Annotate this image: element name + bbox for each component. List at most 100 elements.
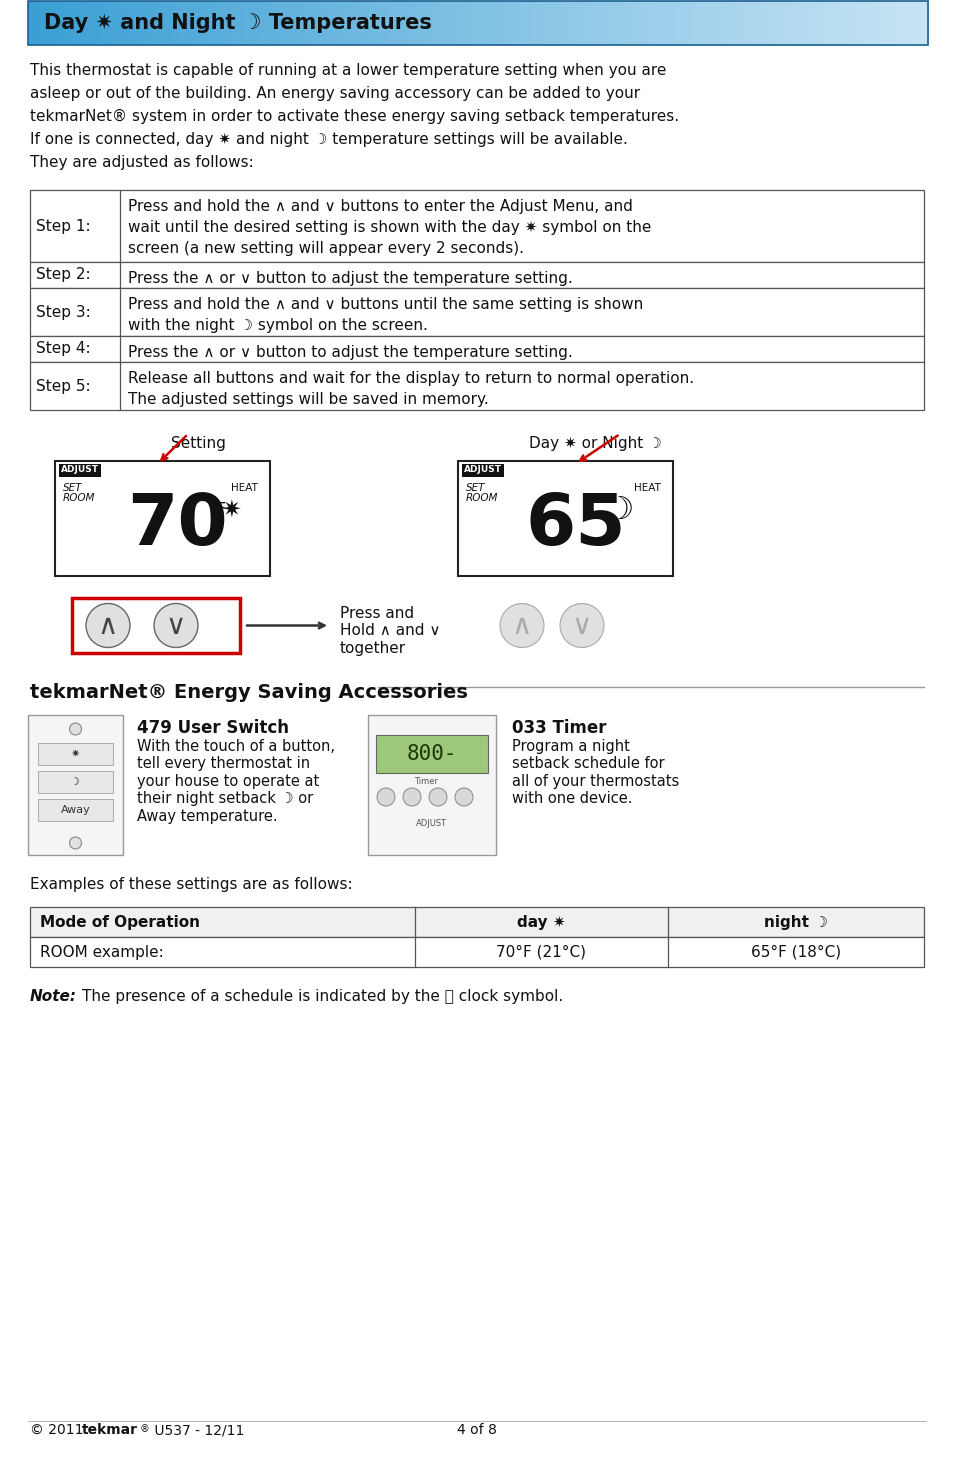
Bar [735, 1, 740, 46]
Bar [621, 1, 625, 46]
Bar [433, 1, 436, 46]
Bar [271, 1, 274, 46]
Bar [501, 1, 505, 46]
Text: Press the ∧ or ∨ button to adjust the temperature setting.: Press the ∧ or ∨ button to adjust the te… [128, 345, 572, 360]
Bar [343, 1, 347, 46]
Bar [370, 1, 374, 46]
Bar [121, 1, 125, 46]
Bar [399, 1, 403, 46]
Text: 70: 70 [127, 491, 228, 560]
Bar [174, 1, 179, 46]
Bar [553, 1, 557, 46]
Bar [34, 1, 38, 46]
Bar [297, 1, 302, 46]
Bar [461, 465, 503, 476]
Bar [655, 1, 659, 46]
Bar [250, 1, 253, 46]
Bar [651, 1, 656, 46]
Bar [38, 771, 112, 794]
Text: U537 - 12/11: U537 - 12/11 [150, 1423, 244, 1437]
Bar [768, 1, 772, 46]
Bar [187, 1, 191, 46]
Bar [211, 1, 214, 46]
Bar [765, 1, 769, 46]
Text: HEAT: HEAT [634, 482, 660, 493]
Text: Program a night
setback schedule for
all of your thermostats
with one device.: Program a night setback schedule for all… [512, 739, 679, 807]
Bar [258, 1, 263, 46]
Bar [864, 1, 868, 46]
Bar [885, 1, 889, 46]
Bar [412, 1, 416, 46]
Bar [226, 1, 230, 46]
Bar [511, 1, 515, 46]
Text: 70°F (21°C): 70°F (21°C) [496, 944, 586, 960]
Bar [726, 1, 730, 46]
Bar [592, 1, 596, 46]
Bar [283, 1, 287, 46]
Bar [519, 1, 523, 46]
Bar [64, 1, 68, 46]
Bar [118, 1, 122, 46]
Bar [38, 743, 112, 766]
Bar [262, 1, 266, 46]
Text: ROOM example:: ROOM example: [40, 944, 164, 960]
Bar [690, 1, 695, 46]
Bar [30, 361, 923, 410]
Text: 800-: 800- [406, 743, 456, 764]
Bar [849, 1, 853, 46]
Bar [804, 1, 808, 46]
Bar [193, 1, 196, 46]
Text: tekmar: tekmar [82, 1423, 138, 1437]
Circle shape [429, 788, 447, 805]
Bar [373, 1, 376, 46]
Bar [616, 1, 619, 46]
Bar [310, 1, 314, 46]
Bar [409, 1, 413, 46]
Bar [514, 1, 517, 46]
Bar [522, 1, 526, 46]
Bar [208, 1, 212, 46]
Bar [52, 1, 56, 46]
Text: Examples of these settings are as follows:: Examples of these settings are as follow… [30, 878, 353, 892]
Text: This thermostat is capable of running at a lower temperature setting when you ar: This thermostat is capable of running at… [30, 63, 666, 78]
Bar [28, 1, 927, 46]
Text: Timer: Timer [414, 777, 437, 786]
Bar [244, 1, 248, 46]
Bar [799, 1, 802, 46]
Bar [136, 1, 140, 46]
Bar [97, 1, 101, 46]
Bar [493, 1, 497, 46]
Bar [666, 1, 670, 46]
Bar [73, 1, 77, 46]
Bar [532, 1, 536, 46]
Bar [843, 1, 847, 46]
Bar [59, 465, 101, 476]
Bar [157, 1, 161, 46]
Bar [813, 1, 817, 46]
Bar [900, 1, 904, 46]
Text: ADJUST: ADJUST [416, 819, 447, 827]
Bar [888, 1, 892, 46]
Bar [672, 1, 677, 46]
Text: ☽: ☽ [71, 777, 80, 788]
Bar [658, 1, 661, 46]
Bar [436, 1, 439, 46]
Bar [280, 1, 284, 46]
Bar [247, 1, 251, 46]
Bar [702, 1, 706, 46]
Bar [747, 1, 751, 46]
Bar [879, 1, 883, 46]
Bar [153, 1, 158, 46]
Bar [423, 1, 428, 46]
Bar [79, 1, 83, 46]
Bar [739, 1, 742, 46]
Bar [115, 1, 119, 46]
Bar [891, 1, 895, 46]
Bar [600, 1, 604, 46]
Bar [325, 1, 329, 46]
Text: Step 2:: Step 2: [36, 267, 91, 283]
Bar [903, 1, 907, 46]
Bar [729, 1, 733, 46]
Bar [139, 1, 143, 46]
Text: wait until the desired setting is shown with the day ✷ symbol on the: wait until the desired setting is shown … [128, 220, 651, 235]
